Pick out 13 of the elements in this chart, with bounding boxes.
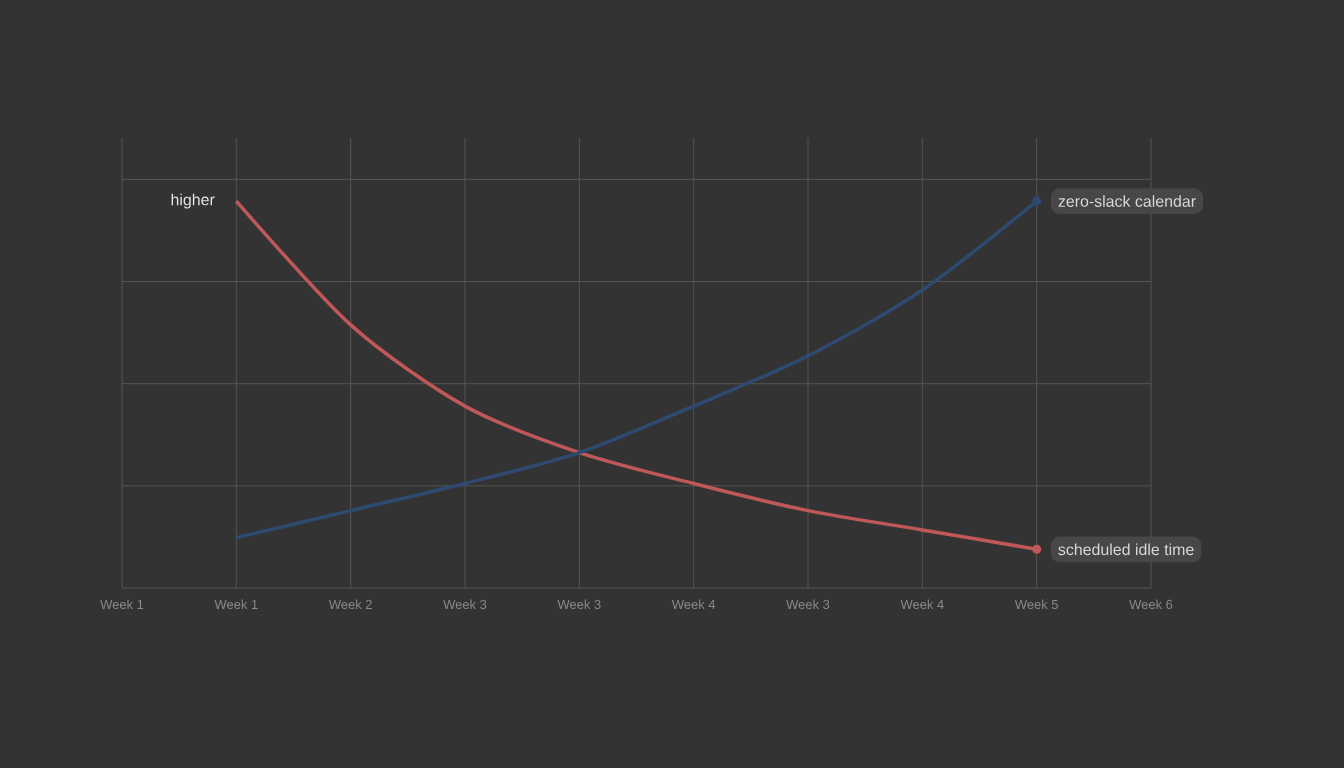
x-tick-label: Week 5 xyxy=(1014,599,1058,610)
x-tick-label: Week 4 xyxy=(671,599,716,610)
x-tick-label: Week 3 xyxy=(786,599,830,610)
x-tick-label: Week 3 xyxy=(557,599,601,610)
x-tick-label: Week 3 xyxy=(443,599,487,610)
annotation: higher xyxy=(171,193,215,209)
series-label: zero-slack calendar xyxy=(1058,195,1196,207)
x-tick-label: Week 2 xyxy=(328,599,372,610)
series-label: scheduled idle time xyxy=(1058,543,1194,556)
x-tick-label: Week 1 xyxy=(214,599,258,610)
x-tick-label: Week 4 xyxy=(900,599,944,610)
x-tick-label: Week 6 xyxy=(1129,599,1173,610)
x-tick-label: Week 1 xyxy=(100,599,144,610)
